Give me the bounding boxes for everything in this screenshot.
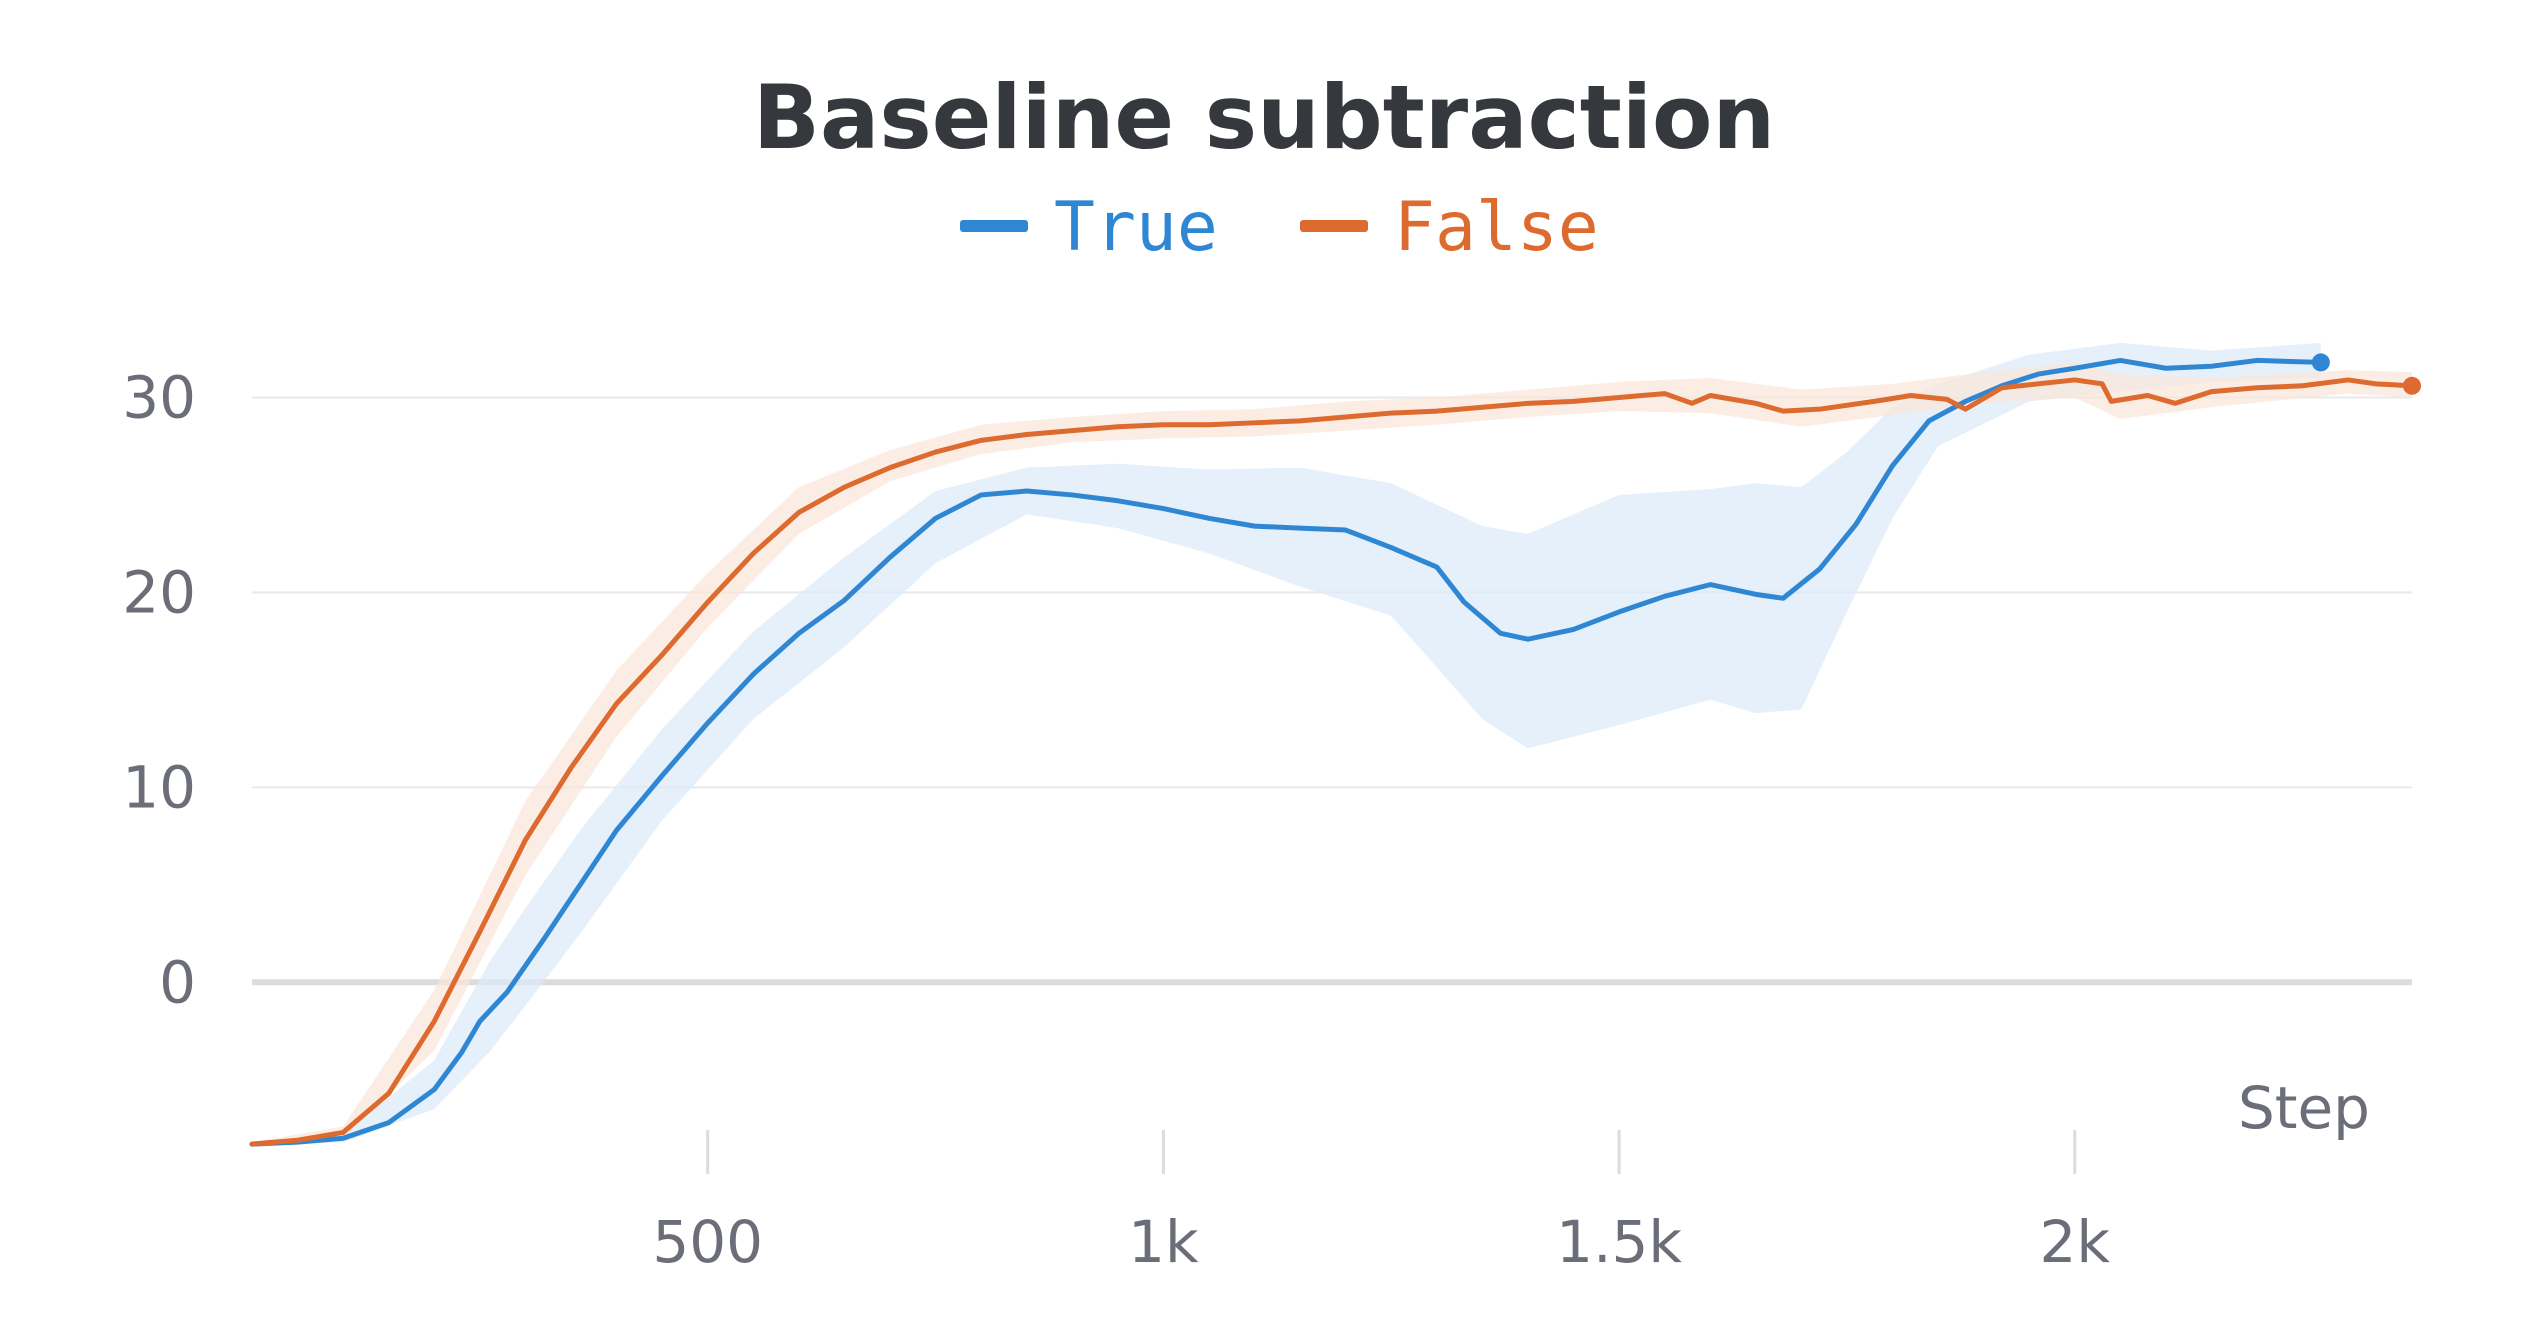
series-end-point-false: [2403, 376, 2421, 395]
chart-title: Baseline subtraction: [753, 66, 1775, 169]
series-end-point-true: [2311, 353, 2330, 372]
y-tick-label: 20: [122, 558, 196, 626]
band-true: [252, 342, 2321, 1147]
x-axis-ticks: 500 1k 1.5k 2k: [652, 1130, 2110, 1276]
legend-label-true: True: [1054, 188, 1218, 267]
legend-swatch-true: [960, 220, 1028, 232]
legend-label-false: False: [1394, 188, 1599, 267]
y-tick-label: 10: [122, 753, 196, 821]
y-tick-label: 30: [122, 363, 196, 431]
error-bands: [252, 342, 2412, 1147]
x-tick-label: 1.5k: [1556, 1208, 1682, 1276]
gridlines: 0 10 20 30: [122, 363, 2412, 1016]
legend-swatch-false: [1300, 220, 1368, 232]
x-tick-label: 1k: [1128, 1208, 1199, 1276]
series-line-true: [249, 357, 2324, 1147]
x-axis-label: Step: [2238, 1074, 2370, 1142]
series-lines: [249, 353, 2421, 1147]
legend: True False: [960, 188, 1599, 267]
x-tick-label: 500: [652, 1208, 763, 1276]
y-tick-label: 0: [159, 948, 196, 1016]
x-tick-label: 2k: [2040, 1208, 2111, 1276]
series-line-false: [249, 377, 2415, 1147]
